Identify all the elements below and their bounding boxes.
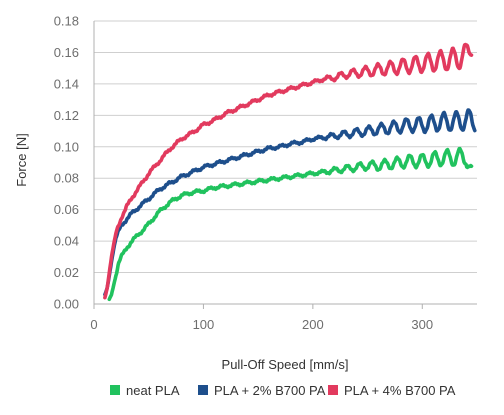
legend-label: PLA + 4% B700 PA [344,383,456,398]
y-tick-label: 0.12 [54,108,79,123]
y-tick-label: 0.10 [54,139,79,154]
x-axis-title: Pull-Off Speed [mm/s] [222,357,349,372]
series-lines [103,42,477,302]
legend-swatch [328,385,338,395]
series-line-3 [103,42,474,300]
y-tick-label: 0.06 [54,202,79,217]
axes [93,21,477,309]
series-line-1 [107,146,474,302]
x-tick-label: 0 [90,317,97,332]
y-tick-label: 0.18 [54,14,79,29]
legend-swatch [110,385,120,395]
legend-label: neat PLA [126,383,180,398]
y-tick-label: 0.16 [54,45,79,60]
series-line-2 [103,108,477,297]
y-axis-title: Force [N] [14,133,29,186]
y-tick-label: 0.14 [54,76,79,91]
y-tick-label: 0.08 [54,171,79,186]
y-tick-label: 0.02 [54,265,79,280]
x-tick-label: 300 [411,317,433,332]
tick-labels: 0.00 0.02 0.04 0.06 0.08 0.10 0.12 0.14 0.16 0.18… [54,14,433,333]
x-tick-label: 200 [302,317,324,332]
legend-label: PLA + 2% B700 PA [214,383,326,398]
y-tick-label: 0.04 [54,234,79,249]
legend: neat PLA PLA + 2% B700 PA PLA + 4% B700 PA [110,383,456,398]
x-tick-label: 100 [193,317,215,332]
legend-swatch [198,385,208,395]
y-tick-label: 0.00 [54,297,79,312]
